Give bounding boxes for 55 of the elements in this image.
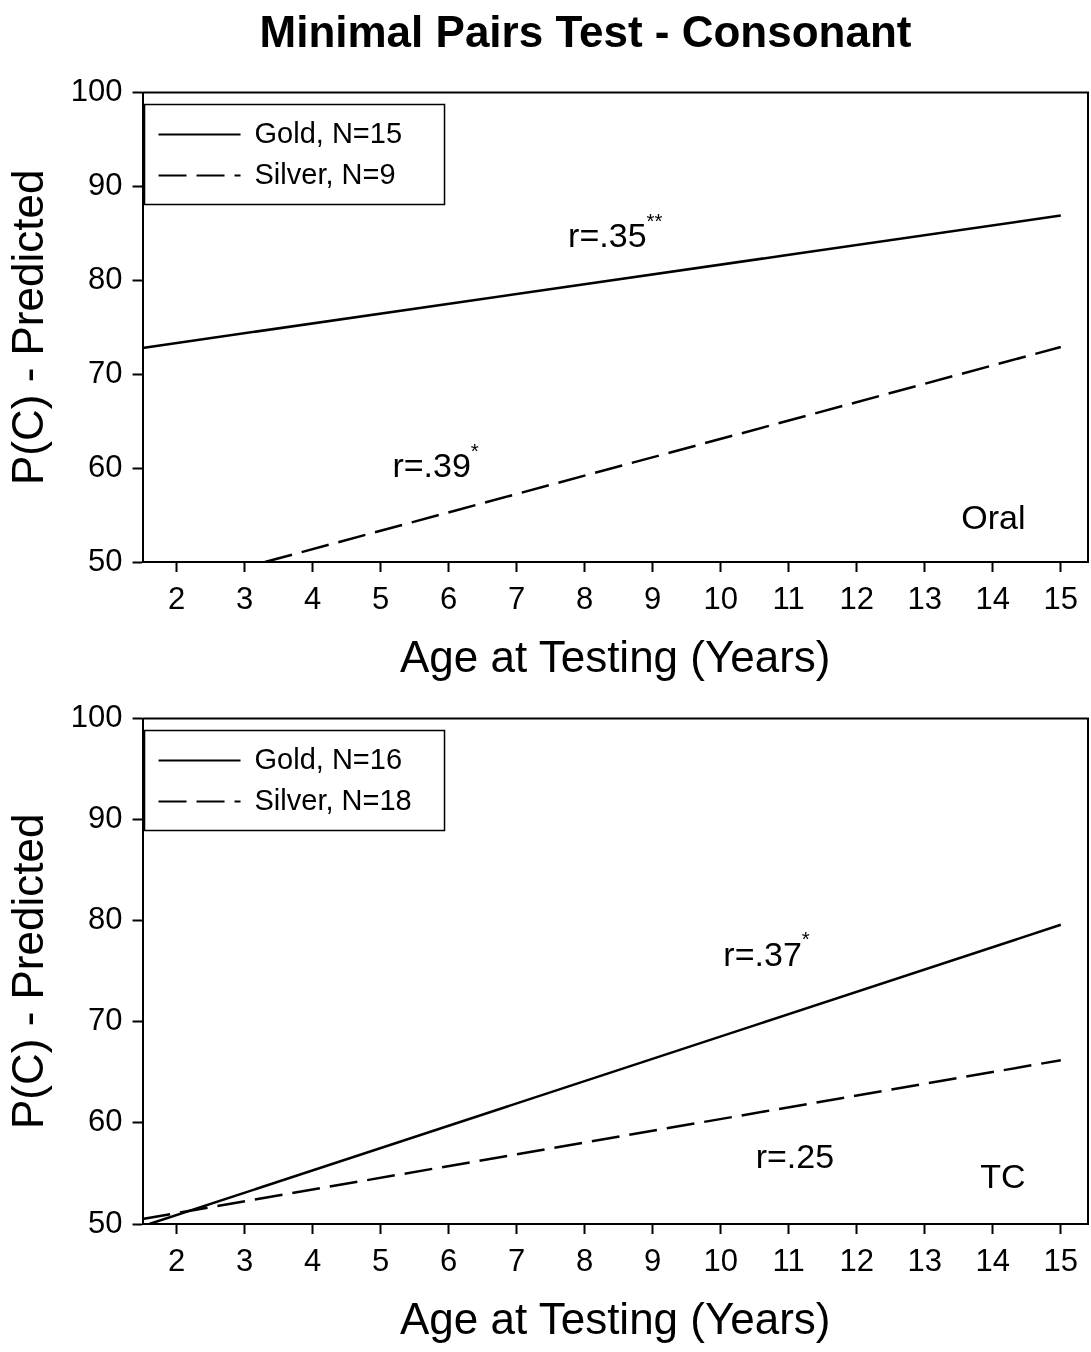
- x-tick-label: 11: [772, 581, 805, 617]
- y-tick-label: 90: [88, 167, 123, 203]
- x-tick-label: 8: [576, 1243, 594, 1279]
- y-tick-label: 70: [88, 354, 123, 390]
- chart-title: Minimal Pairs Test - Consonant: [258, 6, 913, 58]
- x-tick-label: 8: [576, 581, 594, 617]
- x-tick-label: 14: [975, 1243, 1011, 1279]
- legend-label: Silver, N=18: [254, 783, 412, 816]
- x-tick-label: 5: [371, 581, 390, 617]
- x-tick-label: 2: [167, 581, 186, 617]
- y-tick-label: 50: [88, 1204, 123, 1240]
- annotation: r=.37*: [723, 928, 810, 973]
- y-tick-label: 80: [88, 901, 123, 937]
- x-tick-label: 15: [1043, 581, 1079, 617]
- x-tick-label: 13: [907, 581, 942, 617]
- x-tick-label: 13: [907, 1243, 942, 1279]
- y-tick-label: 100: [70, 699, 123, 735]
- x-tick-label: 9: [644, 1243, 662, 1279]
- x-tick-label: 14: [975, 581, 1011, 617]
- x-tick-label: 3: [235, 1243, 254, 1279]
- x-tick-label: 15: [1043, 1243, 1079, 1279]
- annotation: r=.25: [755, 1136, 835, 1175]
- x-tick-label: 7: [508, 1243, 526, 1279]
- x-tick-label: 5: [371, 1243, 390, 1279]
- x-tick-label: 12: [839, 1243, 874, 1279]
- x-tick-label: 4: [303, 1243, 322, 1279]
- y-tick-label: 50: [88, 542, 123, 578]
- annotation: TC: [980, 1156, 1026, 1195]
- y-tick-label: 70: [88, 1002, 123, 1038]
- legend-label: Gold, N=15: [254, 116, 403, 149]
- x-tick-label: 9: [644, 581, 662, 617]
- x-tick-label: 11: [772, 1243, 805, 1279]
- x-tick-label: 2: [167, 1243, 186, 1279]
- x-tick-label: 6: [439, 1243, 458, 1279]
- legend-label: Silver, N=9: [254, 157, 396, 190]
- x-tick-label: 10: [703, 581, 738, 617]
- annotation: Oral: [961, 498, 1026, 537]
- y-tick-label: 80: [88, 260, 123, 296]
- x-tick-label: 10: [703, 1243, 738, 1279]
- x-tick-label: 7: [508, 581, 526, 617]
- y-tick-label: 60: [88, 448, 123, 484]
- annotation: r=.35**: [568, 210, 663, 255]
- legend-label: Gold, N=16: [254, 742, 403, 775]
- y-tick-label: 60: [88, 1103, 123, 1139]
- x-tick-label: 4: [303, 581, 322, 617]
- annotation: r=.39*: [392, 440, 479, 485]
- x-tick-label: 6: [439, 581, 458, 617]
- x-tick-label: 12: [839, 581, 874, 617]
- y-tick-label: 100: [70, 73, 123, 109]
- x-axis-title: Age at Testing (Years): [400, 631, 831, 681]
- y-axis-title: P(C) - Predicted: [2, 169, 52, 486]
- y-tick-label: 90: [88, 800, 123, 836]
- x-tick-label: 3: [235, 581, 254, 617]
- y-axis-title: P(C) - Predicted: [2, 813, 52, 1130]
- x-axis-title: Age at Testing (Years): [400, 1293, 831, 1343]
